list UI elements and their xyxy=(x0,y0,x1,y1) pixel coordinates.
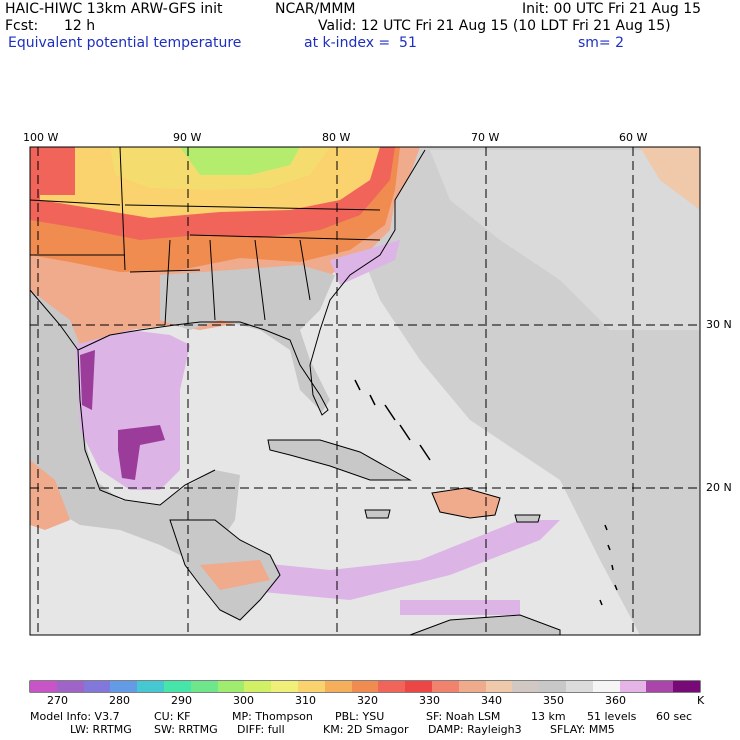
org-name: NCAR/MMM xyxy=(275,1,356,17)
footer-sw: SW: RRTMG xyxy=(154,723,218,736)
colorbar-tick-label: 310 xyxy=(295,694,316,707)
level-index: at k-index = 51 xyxy=(304,35,417,51)
footer-lw: LW: RRTMG xyxy=(70,723,132,736)
cuba xyxy=(267,439,412,481)
colorbar-swatch xyxy=(30,681,58,692)
colorbar-swatch xyxy=(217,681,245,692)
gulf-moist-region xyxy=(75,330,190,490)
map-frame xyxy=(29,146,701,636)
colorbar-swatch xyxy=(271,681,299,692)
valid-time: Valid: 12 UTC Fri 21 Aug 15 (10 LDT Fri … xyxy=(318,18,671,34)
colorbar-tick-label: 330 xyxy=(419,694,440,707)
colorbar-tick-label: 360 xyxy=(605,694,626,707)
colorbar-swatch xyxy=(673,681,701,692)
colorbar-swatch xyxy=(137,681,165,692)
colorbar-tick-label: 270 xyxy=(47,694,68,707)
lat-label-30n: 30 N xyxy=(706,318,732,331)
footer-sflay: SFLAY: MM5 xyxy=(550,723,615,736)
colorbar-tick-label: 280 xyxy=(109,694,130,707)
footer-timestep: 60 sec xyxy=(656,710,693,723)
lon-label-70w: 70 W xyxy=(471,131,500,144)
colorbar-tick-label: 350 xyxy=(543,694,564,707)
footer-damp: DAMP: Rayleigh3 xyxy=(428,723,522,736)
colorbar-swatch xyxy=(164,681,192,692)
colorbar-swatch xyxy=(83,681,111,692)
colorbar-swatch xyxy=(592,681,621,692)
colorbar-swatch xyxy=(485,681,513,692)
colorbar-swatch xyxy=(244,681,272,692)
colorbar-units: K xyxy=(697,694,705,707)
gulf-coastline xyxy=(29,289,216,506)
colorbar-swatch xyxy=(646,681,674,692)
colorbar-swatch xyxy=(190,681,219,692)
colorbar-swatch xyxy=(539,681,567,692)
state-borders xyxy=(119,146,381,326)
bahamas xyxy=(354,379,431,461)
colorbar-swatch xyxy=(351,681,379,692)
colorbar-swatch xyxy=(378,681,406,692)
footer-km: KM: 2D Smagor xyxy=(323,723,409,736)
colorbar-swatch xyxy=(298,681,326,692)
footer-diff: DIFF: full xyxy=(237,723,285,736)
colorbar-swatch xyxy=(110,681,138,692)
footer-mp: MP: Thompson xyxy=(232,710,313,723)
footer-levels: 51 levels xyxy=(587,710,637,723)
colorbar-tick-label: 300 xyxy=(233,694,254,707)
lesser-antilles xyxy=(599,524,618,606)
footer-pbl: PBL: YSU xyxy=(335,710,385,723)
colorbar-swatch xyxy=(619,681,647,692)
lat-label-20n: 20 N xyxy=(706,481,732,494)
colorbar-swatch xyxy=(566,681,594,692)
footer-resolution: 13 km xyxy=(531,710,566,723)
colorbar-swatch xyxy=(432,681,460,692)
footer-model-info: Model Info: V3.7 xyxy=(30,710,120,723)
init-time: Init: 00 UTC Fri 21 Aug 15 xyxy=(522,1,702,17)
forecast-label: Fcst: xyxy=(5,18,39,34)
colorbar-tick-label: 320 xyxy=(357,694,378,707)
forecast-hour: 12 h xyxy=(64,18,96,34)
colorbar-swatch xyxy=(458,681,487,692)
field-name: Equivalent potential temperature xyxy=(8,35,242,51)
lon-label-80w: 80 W xyxy=(322,131,351,144)
colorbar-swatch xyxy=(324,681,353,692)
lon-label-60w: 60 W xyxy=(619,131,648,144)
graticule xyxy=(30,147,700,635)
colorbar-tick-label: 290 xyxy=(171,694,192,707)
colorbar-swatch xyxy=(512,681,540,692)
lon-label-90w: 90 W xyxy=(173,131,202,144)
lon-label-100w: 100 W xyxy=(23,131,59,144)
footer-sf: SF: Noah LSM xyxy=(426,710,501,723)
colorbar-tick-label: 340 xyxy=(481,694,502,707)
colorbar-swatch xyxy=(405,681,433,692)
smoothing: sm= 2 xyxy=(578,35,625,51)
model-title: HAIC-HIWC 13km ARW-GFS init xyxy=(5,1,223,17)
colorbar-swatch xyxy=(56,681,85,692)
footer-cu: CU: KF xyxy=(154,710,191,723)
